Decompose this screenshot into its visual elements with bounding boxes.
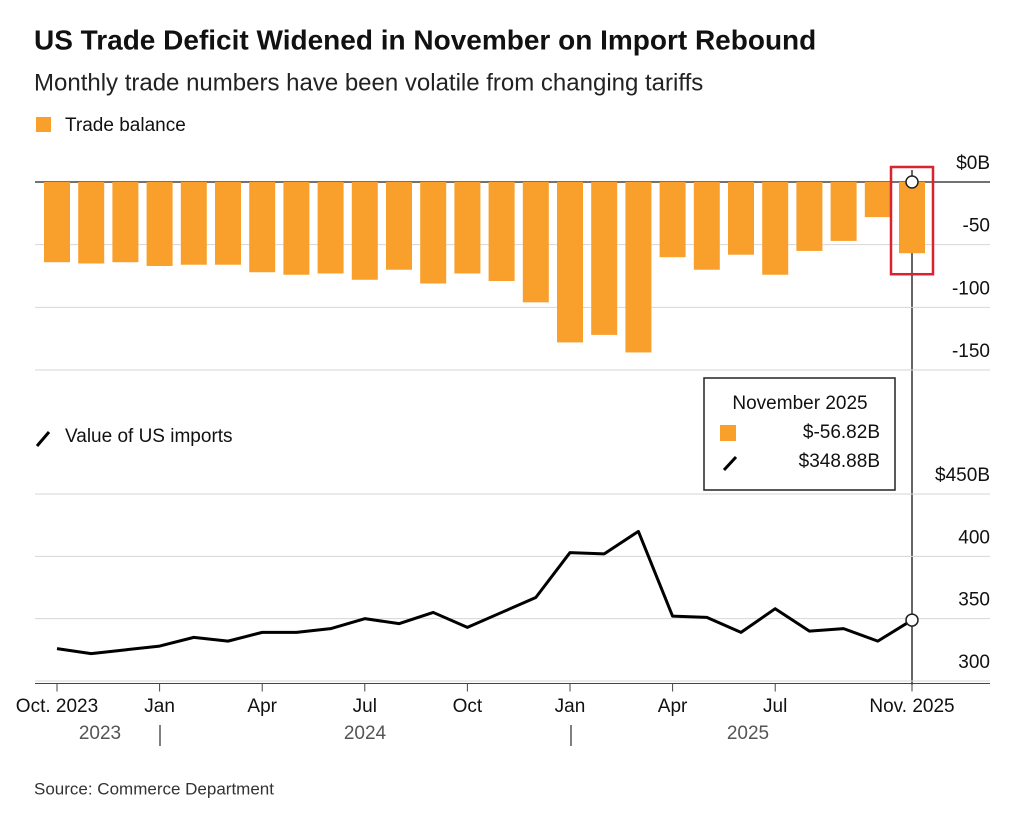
line-series — [56, 529, 913, 656]
bar — [762, 182, 789, 275]
tooltip-value: $-56.82B — [803, 422, 880, 443]
y-tick-label: -100 — [952, 278, 990, 299]
y-tick-label: 300 — [958, 652, 990, 673]
legend-line — [35, 431, 51, 447]
x-tick-label: Apr — [658, 696, 688, 717]
bar — [693, 182, 720, 270]
bar — [728, 182, 754, 255]
year-label: 2023 — [79, 723, 121, 744]
bar — [591, 182, 618, 335]
bar — [78, 182, 105, 264]
y-tick-label: $450B — [935, 465, 990, 486]
x-tick-label: Oct — [453, 696, 483, 717]
bar — [146, 182, 173, 266]
legend-swatch — [36, 117, 51, 132]
bar — [488, 182, 515, 282]
x-tick-label: Jan — [144, 696, 175, 717]
x-tick-label: Oct. 2023 — [16, 696, 98, 717]
bar — [830, 182, 857, 241]
y-tick-label: -150 — [952, 341, 990, 362]
bar — [420, 182, 447, 284]
bar — [659, 182, 686, 258]
legend-label: Value of US imports — [65, 426, 233, 447]
bar — [283, 182, 310, 275]
x-tick-label: Jul — [353, 696, 377, 717]
bar — [522, 182, 549, 303]
bar — [317, 182, 344, 274]
bar — [44, 182, 70, 263]
x-tick-label: Jan — [555, 696, 586, 717]
bar — [899, 182, 925, 254]
bar — [454, 182, 481, 274]
hover-dot — [905, 613, 919, 627]
year-label: 2024 — [344, 723, 387, 744]
bar — [557, 182, 583, 343]
bar — [386, 182, 412, 270]
x-tick-label: Nov. 2025 — [869, 696, 954, 717]
x-tick-label: Jul — [763, 696, 787, 717]
bar — [625, 182, 652, 353]
bar — [112, 182, 139, 263]
y-tick-label: -50 — [963, 216, 990, 237]
highlight-box — [889, 165, 935, 276]
tooltip-title: November 2025 — [732, 393, 867, 414]
tooltip-value: $348.88B — [799, 451, 880, 472]
y-tick-label: $0B — [956, 153, 990, 174]
bar — [249, 182, 276, 273]
source-note: Source: Commerce Department — [34, 779, 274, 798]
hover-dot — [905, 175, 919, 189]
tooltip-swatch — [720, 425, 736, 441]
year-label: 2025 — [727, 723, 769, 744]
bar — [180, 182, 207, 265]
x-tick-label: Apr — [247, 696, 277, 717]
bar — [796, 182, 823, 251]
y-tick-label: 350 — [958, 590, 990, 611]
legend-label: Trade balance — [65, 115, 186, 136]
chart-subtitle: Monthly trade numbers have been volatile… — [34, 69, 703, 96]
tooltip-line-icon — [722, 455, 738, 472]
bar — [351, 182, 378, 280]
chart-title: US Trade Deficit Widened in November on … — [34, 24, 816, 55]
bar — [864, 182, 891, 218]
bar — [215, 182, 241, 265]
y-tick-label: 400 — [958, 527, 990, 548]
